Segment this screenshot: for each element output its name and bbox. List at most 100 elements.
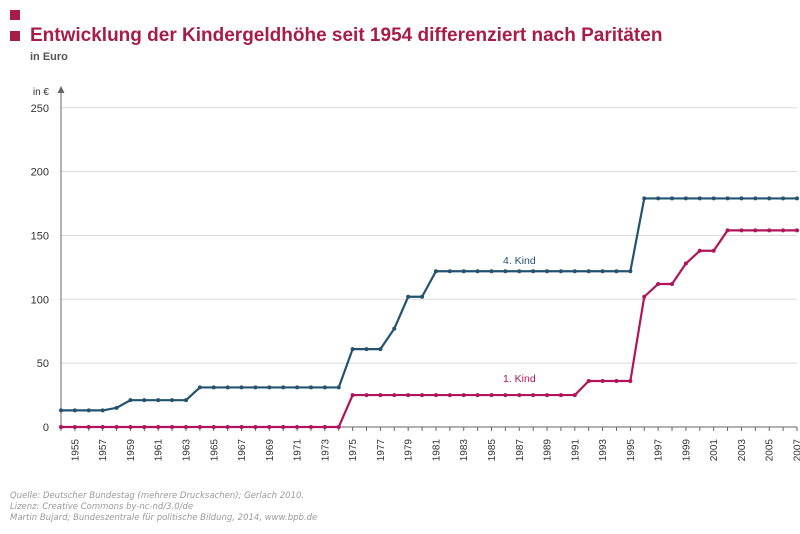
- point-4-kind-2004: [753, 196, 758, 201]
- title-bullet-square: [10, 31, 20, 41]
- license-line: Lizenz: Creative Commons by-nc-nd/3.0/de: [10, 502, 194, 512]
- point-1-kind-2002: [725, 228, 730, 233]
- point-1-kind-1955: [72, 425, 77, 429]
- point-4-kind-1969: [267, 385, 272, 390]
- point-4-kind-1989: [545, 269, 550, 274]
- x-tick-label-1985: 1985: [487, 439, 498, 462]
- point-4-kind-1981: [433, 269, 438, 274]
- point-4-kind-1963: [183, 398, 188, 403]
- point-1-kind-1982: [447, 393, 452, 398]
- decor-square-top: [10, 10, 20, 20]
- point-4-kind-2005: [767, 196, 772, 201]
- y-tick-label-100: 100: [31, 294, 49, 306]
- x-tick-label-1965: 1965: [209, 439, 220, 462]
- point-4-kind-1956: [86, 408, 91, 413]
- point-1-kind-1999: [683, 261, 688, 266]
- point-4-kind-1984: [475, 269, 480, 274]
- x-tick-label-1959: 1959: [126, 439, 137, 462]
- point-1-kind-1969: [267, 425, 272, 429]
- point-4-kind-1986: [503, 269, 508, 274]
- point-4-kind-1979: [406, 294, 411, 299]
- point-4-kind-1971: [295, 385, 300, 390]
- y-tick-label-50: 50: [37, 358, 49, 370]
- x-tick-label-1957: 1957: [98, 439, 109, 462]
- point-4-kind-1965: [211, 385, 216, 390]
- point-4-kind-1985: [489, 269, 494, 274]
- point-1-kind-1987: [517, 393, 522, 398]
- point-1-kind-1989: [545, 393, 550, 398]
- x-tick-label-1993: 1993: [598, 439, 609, 462]
- y-axis-label: in €: [33, 87, 50, 98]
- y-axis-arrow: [57, 86, 65, 93]
- chart-title: Entwicklung der Kindergeldhöhe seit 1954…: [30, 25, 663, 46]
- point-1-kind-1988: [531, 393, 536, 398]
- point-1-kind-1972: [308, 425, 313, 429]
- point-1-kind-1977: [378, 393, 383, 398]
- point-4-kind-1959: [128, 398, 133, 403]
- y-tick-label-250: 250: [31, 103, 49, 115]
- point-1-kind-1960: [142, 425, 147, 429]
- series-label-kind-1: 1. Kind: [503, 373, 536, 385]
- point-1-kind-2000: [697, 248, 702, 253]
- point-1-kind-1998: [670, 281, 675, 286]
- x-tick-label-2005: 2005: [765, 439, 776, 462]
- point-1-kind-2003: [739, 228, 744, 233]
- point-4-kind-1992: [586, 269, 591, 274]
- x-tick-label-1955: 1955: [70, 439, 81, 462]
- series-label-kind-4: 4. Kind: [503, 255, 536, 267]
- point-4-kind-1977: [378, 347, 383, 352]
- point-1-kind-1996: [642, 294, 647, 299]
- point-1-kind-1978: [392, 393, 397, 398]
- point-1-kind-2004: [753, 228, 758, 233]
- point-4-kind-1961: [156, 398, 161, 403]
- point-1-kind-1995: [628, 379, 633, 384]
- point-1-kind-1990: [558, 393, 563, 398]
- point-1-kind-2006: [781, 228, 786, 233]
- point-4-kind-1976: [364, 347, 369, 352]
- point-4-kind-2000: [697, 196, 702, 201]
- point-1-kind-1967: [239, 425, 244, 429]
- point-4-kind-1955: [72, 408, 77, 413]
- point-1-kind-1961: [156, 425, 161, 429]
- point-4-kind-2006: [781, 196, 786, 201]
- point-1-kind-1970: [281, 425, 286, 429]
- point-1-kind-1965: [211, 425, 216, 429]
- x-tick-label-1981: 1981: [431, 439, 442, 462]
- x-tick-label-1991: 1991: [570, 439, 581, 462]
- point-1-kind-1985: [489, 393, 494, 398]
- y-tick-label-150: 150: [31, 230, 49, 242]
- point-1-kind-1984: [475, 393, 480, 398]
- point-4-kind-1987: [517, 269, 522, 274]
- chart-subtitle: in Euro: [30, 51, 68, 63]
- point-4-kind-1974: [336, 385, 341, 390]
- y-tick-label-0: 0: [43, 422, 49, 434]
- point-1-kind-1979: [406, 393, 411, 398]
- point-1-kind-1956: [86, 425, 91, 429]
- point-4-kind-1996: [642, 196, 647, 201]
- point-1-kind-1976: [364, 393, 369, 398]
- series-line-1-kind: [61, 229, 797, 429]
- x-tick-label-1995: 1995: [626, 439, 637, 462]
- point-4-kind-1990: [558, 269, 563, 274]
- point-4-kind-1991: [572, 269, 577, 274]
- x-tick-label-1987: 1987: [515, 439, 526, 462]
- x-tick-label-1999: 1999: [681, 439, 692, 462]
- source-line-1: Quelle: Deutscher Bundestag (mehrere Dru…: [10, 491, 305, 501]
- x-tick-label-1969: 1969: [265, 439, 276, 462]
- x-tick-label-1983: 1983: [459, 439, 470, 462]
- x-tick-label-1997: 1997: [654, 439, 665, 462]
- point-4-kind-1999: [683, 196, 688, 201]
- point-4-kind-1983: [461, 269, 466, 274]
- author-line: Martin Bujard; Bundeszentrale für politi…: [10, 513, 318, 523]
- point-4-kind-1998: [670, 196, 675, 201]
- point-1-kind-1966: [225, 425, 230, 429]
- point-1-kind-2007: [795, 228, 799, 233]
- point-4-kind-2001: [711, 196, 716, 201]
- point-1-kind-1994: [614, 379, 619, 384]
- point-1-kind-1986: [503, 393, 508, 398]
- point-1-kind-2005: [767, 228, 772, 233]
- point-4-kind-1968: [253, 385, 258, 390]
- x-tick-label-2007: 2007: [793, 439, 800, 462]
- x-tick-label-1979: 1979: [404, 439, 415, 462]
